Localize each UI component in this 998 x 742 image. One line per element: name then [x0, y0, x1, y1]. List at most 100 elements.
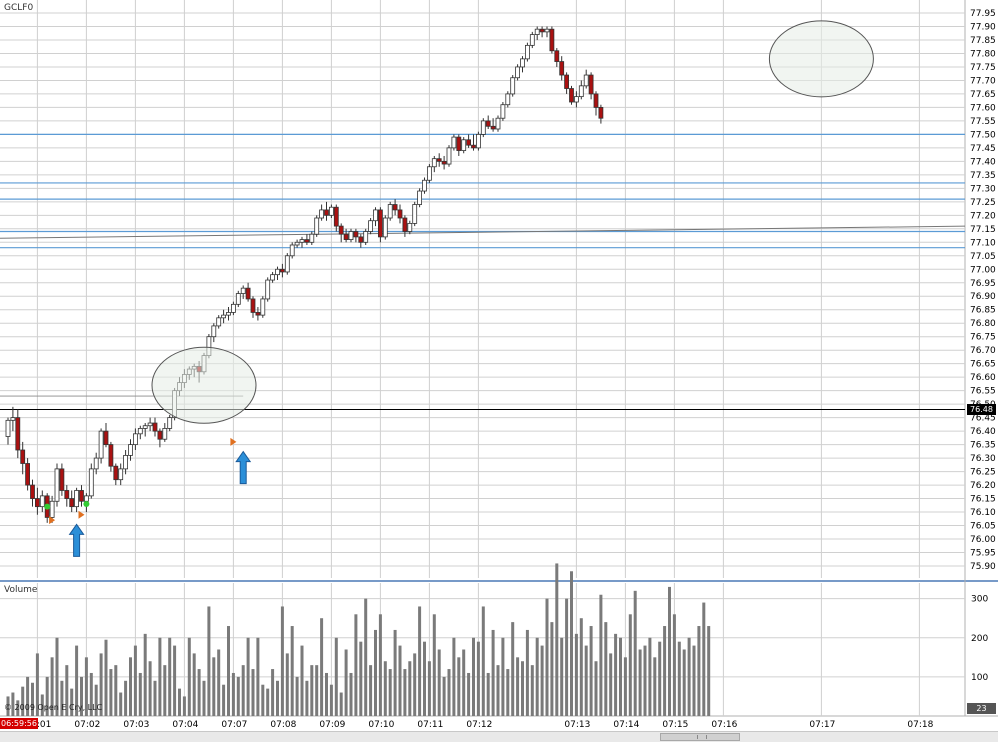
time-tick-label: 07:08	[270, 720, 296, 730]
volume-bar	[6, 696, 10, 716]
volume-bar	[305, 680, 309, 716]
candle-down	[485, 120, 491, 127]
volume-bar	[668, 586, 671, 716]
candle-down	[113, 465, 119, 481]
time-tick-label: 07:10	[368, 720, 394, 730]
volume-bar	[555, 563, 559, 716]
price-tick-label: 76.70	[970, 346, 996, 356]
volume-bar	[579, 618, 583, 716]
scrollbar-thumb[interactable]	[660, 733, 740, 741]
volume-bar	[467, 672, 471, 716]
candle-down	[559, 61, 565, 76]
candle-down	[466, 139, 472, 146]
candle-up	[289, 244, 295, 257]
volume-bar	[437, 649, 441, 716]
volume-bar	[614, 633, 618, 716]
candle-up	[216, 317, 222, 327]
volume-bar	[628, 614, 632, 716]
price-tick-label: 77.15	[970, 225, 996, 235]
volume-bar	[423, 641, 426, 716]
volume-bar	[202, 680, 206, 716]
candle-down	[333, 206, 339, 227]
volume-bar	[643, 645, 647, 716]
volume-bar	[462, 649, 466, 716]
candle-down	[402, 217, 408, 232]
volume-bar	[231, 672, 235, 716]
price-tick-label: 76.85	[970, 306, 996, 316]
price-tick-label: 76.00	[970, 535, 996, 545]
candle-up	[284, 255, 290, 273]
volume-bar	[540, 645, 544, 716]
volume-bar	[109, 669, 113, 716]
volume-bar	[21, 686, 25, 716]
volume-bar	[60, 680, 64, 716]
candle-up	[294, 241, 300, 246]
candle-up	[39, 495, 45, 508]
candle-up	[54, 468, 60, 502]
candle-up	[270, 274, 276, 281]
volume-bar	[623, 657, 627, 716]
volume-panel-label: Volume	[4, 585, 38, 595]
candle-down	[343, 233, 349, 240]
volume-bar	[300, 645, 304, 716]
volume-bar	[378, 614, 382, 716]
candle-up	[319, 209, 325, 219]
volume-bar	[574, 633, 578, 716]
volume-bar	[325, 672, 328, 716]
volume-bar	[354, 614, 358, 716]
candle-up	[520, 58, 525, 68]
volume-bar	[158, 637, 162, 716]
candle-up	[142, 425, 148, 429]
volume-bar	[315, 665, 319, 716]
candle-down	[69, 498, 75, 508]
candle-down	[593, 93, 599, 108]
candle-up	[525, 44, 530, 60]
volume-bar	[246, 637, 250, 716]
candle-down	[569, 88, 574, 103]
candlesticks	[5, 26, 604, 523]
time-tick-label: 07:01	[25, 720, 51, 730]
candle-up	[147, 422, 153, 427]
volume-bar	[50, 657, 54, 716]
volume-bar	[511, 622, 515, 716]
price-tick-label: 77.45	[970, 144, 996, 154]
candle-up	[275, 268, 280, 276]
candle-down	[250, 298, 256, 313]
volume-bar	[364, 598, 368, 716]
volume-bar	[124, 680, 128, 716]
volume-bar	[227, 626, 230, 716]
candle-down	[25, 463, 31, 486]
volume-bar	[129, 657, 132, 716]
candle-down	[157, 430, 163, 440]
volume-bar	[178, 688, 181, 716]
price-tick-label: 77.00	[970, 265, 996, 275]
volume-bar	[486, 672, 490, 716]
candle-up	[480, 120, 486, 135]
candle-up	[515, 66, 520, 79]
price-tick-label: 77.50	[970, 130, 996, 140]
volume-bar	[383, 661, 387, 716]
volume-bar	[648, 637, 652, 716]
price-panel-frame	[0, 0, 998, 578]
trend-line	[0, 225, 966, 239]
price-tick-label: 77.60	[970, 103, 996, 113]
horizontal-scrollbar[interactable]	[0, 731, 998, 742]
volume-bar	[143, 633, 147, 716]
volume-bar	[403, 669, 407, 716]
volume-bar	[35, 653, 39, 716]
scrollbar-grip-icon	[697, 735, 707, 739]
candle-down	[30, 484, 35, 499]
volume-bar	[550, 622, 554, 716]
candle-up	[314, 217, 320, 235]
candle-up	[5, 419, 11, 437]
volume-bar	[570, 571, 573, 716]
price-tick-label: 76.90	[970, 292, 996, 302]
candle-down	[245, 287, 251, 300]
candle-up	[505, 93, 511, 106]
price-grid	[0, 0, 998, 717]
time-tick-label: 07:03	[123, 720, 149, 730]
current-time-tag: 06:59:56	[0, 718, 38, 729]
candle-up	[299, 239, 305, 243]
volume-bars	[6, 563, 711, 716]
